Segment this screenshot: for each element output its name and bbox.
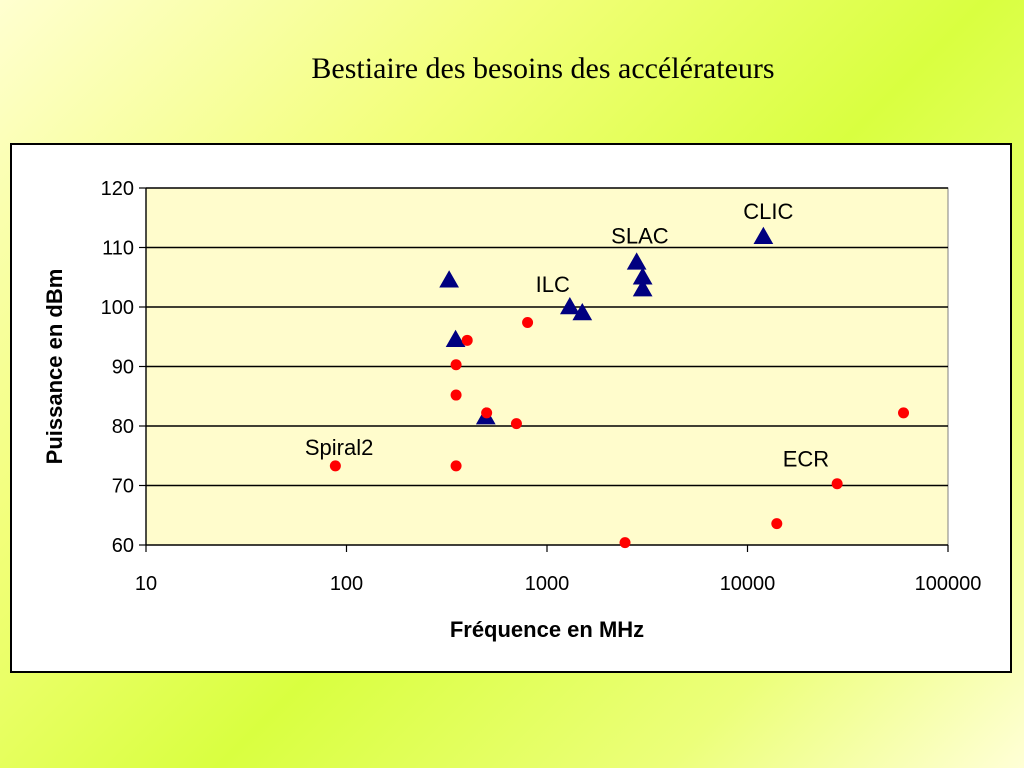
circle-marker <box>461 334 473 346</box>
circle-marker <box>450 359 462 371</box>
triangle-marker <box>559 296 580 315</box>
chart-frame: 60 70 80 90 100 110 120 10 100 1000 10000 100000 Fré… <box>10 143 1012 673</box>
annotation-clic: CLIC <box>743 199 793 224</box>
scatter-chart: 60 70 80 90 100 110 120 10 100 1000 10000 100000 Fré… <box>42 178 982 642</box>
circle-marker <box>450 389 462 401</box>
circle-marker <box>481 407 493 419</box>
x-axis-title: Fréquence en MHz <box>450 617 644 642</box>
circle-marker <box>898 407 910 419</box>
triangle-marker <box>572 302 593 321</box>
x-tick-label: 10 <box>135 573 157 595</box>
x-tick-label: 10000 <box>720 573 776 595</box>
y-tick-label: 80 <box>112 416 134 438</box>
annotation-ilc: ILC <box>536 272 570 297</box>
x-tick-label: 100 <box>330 573 363 595</box>
y-tick-label: 120 <box>101 178 134 200</box>
circle-marker <box>450 460 462 472</box>
circle-marker <box>510 418 522 430</box>
y-axis-title: Puissance en dBm <box>42 269 67 465</box>
x-tick-label: 100000 <box>915 573 982 595</box>
triangle-marker <box>445 329 466 347</box>
x-tick-label: 1000 <box>525 573 570 595</box>
y-tick-label: 100 <box>101 297 134 319</box>
triangle-marker <box>626 252 647 270</box>
circle-marker <box>522 316 534 328</box>
y-tick-label: 70 <box>112 476 134 498</box>
circle-marker <box>831 478 843 490</box>
slide-title: Bestiaire des besoins des accélérateurs <box>311 52 775 85</box>
circle-marker <box>329 460 341 472</box>
triangle-marker <box>753 226 774 245</box>
circle-marker <box>619 537 631 549</box>
triangle-marker <box>632 279 653 297</box>
y-tick-label: 60 <box>112 535 134 557</box>
annotation-spiral2: Spiral2 <box>305 435 373 460</box>
circle-marker <box>771 518 783 530</box>
y-tick-label: 90 <box>112 357 134 379</box>
annotation-slac: SLAC <box>611 223 669 248</box>
triangle-marker <box>439 270 459 288</box>
y-tick-label: 110 <box>102 238 134 260</box>
annotation-ecr: ECR <box>783 447 829 472</box>
